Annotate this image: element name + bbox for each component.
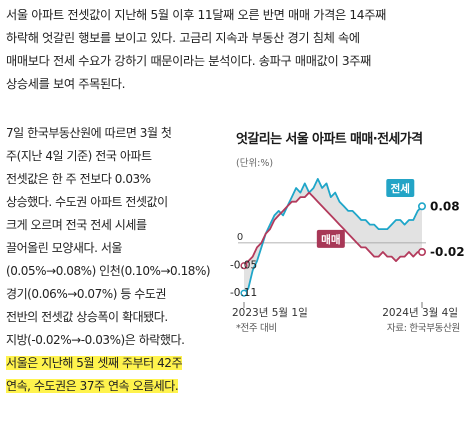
series-line-1: [243, 191, 422, 267]
highlight-text: 서울은 지난해 5월 셋째 주부터 42주: [6, 356, 183, 370]
intro-line: 하락해 엇갈린 행보를 보이고 있다. 고금리 지속과 부동산 경기 침체 속에: [6, 31, 360, 45]
series-badge-label: 전세: [391, 182, 410, 195]
series-badge: [316, 229, 345, 248]
series-end-point: [418, 248, 427, 257]
body-line: 주(지난 4일 기준) 전국 아파트: [6, 149, 152, 163]
body-line: 크게 오르며 전국 전세 시세를: [6, 218, 147, 232]
body-line: (0.05%→0.08%) 인천(0.10%→0.18%): [6, 264, 211, 278]
body-line: 전셋값은 한 주 전보다 0.03%: [6, 172, 151, 186]
chart-source: 자료: 한국부동산원: [386, 323, 460, 334]
body-line: 전반의 전셋값 상승폭이 확대됐다.: [6, 310, 168, 324]
end-value-label: 0.08: [430, 199, 460, 213]
body-line: 경기(0.06%→0.07%) 등 수도권: [6, 287, 167, 301]
article-intro: 서울 아파트 전셋값이 지난해 5월 이후 11달째 오른 반면 매매 가격은 …: [6, 4, 468, 96]
gap-area: [244, 178, 422, 294]
series-badge: [386, 179, 415, 197]
x-tick-label: 2023년 5월 1일: [232, 306, 308, 319]
intro-line: 상승세를 보여 주목된다.: [6, 77, 126, 91]
chart-title: 엇갈리는 서울 아파트 매매·전세가격: [236, 132, 423, 147]
series-badge-label: 매매: [321, 233, 340, 246]
series-line-0: [243, 178, 423, 294]
intro-line: 서울 아파트 전셋값이 지난해 5월 이후 11달째 오른 반면 매매 가격은 …: [6, 8, 386, 22]
price-chart: 엇갈리는 서울 아파트 매매·전세가격 (단위:%) 0 2023년 5월 1일 2…: [226, 122, 468, 342]
body-line: 7일 한국부동산원에 따르면 3월 첫: [6, 126, 172, 140]
start-value-label: -0.11: [230, 287, 257, 299]
series-start-point: [240, 289, 248, 297]
highlighted-line: 연속, 수도권은 37주 연속 오름세다.: [6, 375, 220, 398]
intro-line: 매매보다 전세 수요가 강하기 때문이라는 분석이다. 송파구 매매값이 3주째: [6, 54, 371, 68]
body-line: 지방(-0.02%→-0.03%)은 하락했다.: [6, 333, 185, 347]
chart-plot: 0 2023년 5월 1일 2024년 3월 4일 -0.11 -0.05 0.08 -0.…: [230, 178, 465, 319]
chart-unit-label: (단위:%): [236, 158, 274, 169]
highlighted-line: 서울은 지난해 5월 셋째 주부터 42주: [6, 352, 220, 375]
end-value-label: -0.02: [430, 245, 465, 259]
body-line: 상승했다. 수도권 아파트 전셋값이: [6, 195, 168, 209]
start-value-label: -0.05: [230, 260, 257, 272]
highlight-text: 연속, 수도권은 37주 연속 오름세다.: [6, 379, 179, 393]
zero-tick-label: 0: [237, 232, 243, 243]
x-tick-label: 2024년 3월 4일: [382, 306, 458, 319]
chart-footnote: *전주 대비: [236, 323, 277, 334]
body-line: 끌어올린 모양새다. 서울: [6, 241, 122, 255]
series-end-point: [418, 202, 427, 211]
series-start-point: [240, 262, 248, 270]
